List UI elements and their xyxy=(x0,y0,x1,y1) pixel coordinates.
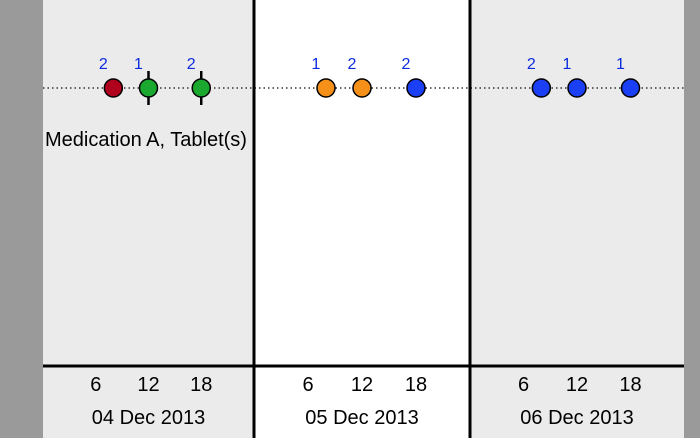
dose-point[interactable] xyxy=(191,78,211,98)
dose-point[interactable] xyxy=(620,78,641,98)
medication-label: Medication A, Tablet(s) xyxy=(45,129,247,151)
day-background xyxy=(43,0,254,438)
dose-point[interactable] xyxy=(103,78,124,98)
dose-point[interactable] xyxy=(531,78,552,98)
dose-point[interactable] xyxy=(138,78,159,98)
hour-tick-label: 12 xyxy=(351,374,373,396)
day-label: 05 Dec 2013 xyxy=(305,407,418,429)
hour-tick-label: 18 xyxy=(405,374,427,396)
day-background xyxy=(254,0,470,438)
dose-amount-label: 1 xyxy=(616,56,625,73)
hour-tick-label: 18 xyxy=(190,374,212,396)
day-label: 06 Dec 2013 xyxy=(520,407,633,429)
hour-tick-label: 18 xyxy=(619,374,641,396)
hour-tick-label: 12 xyxy=(566,374,588,396)
dose-markers xyxy=(103,71,641,105)
hour-tick-label: 6 xyxy=(518,374,529,396)
dose-amount-label: 2 xyxy=(187,56,196,73)
dose-point[interactable] xyxy=(567,78,587,98)
dose-amount-label: 2 xyxy=(348,56,357,73)
dose-amount-label: 2 xyxy=(99,56,108,73)
dose-point[interactable] xyxy=(352,78,372,98)
day-background xyxy=(470,0,684,438)
dose-amount-label: 2 xyxy=(402,56,411,73)
dose-amount-label: 1 xyxy=(312,56,321,73)
day-label: 04 Dec 2013 xyxy=(92,407,205,429)
dose-amount-label: 1 xyxy=(563,56,572,73)
dose-labels: 2 1 2 1 2 2 2 1 1 xyxy=(99,56,625,73)
dose-point[interactable] xyxy=(406,78,426,98)
hour-tick-label: 6 xyxy=(302,374,313,396)
hour-tick-label: 12 xyxy=(137,374,159,396)
dose-amount-label: 2 xyxy=(527,56,536,73)
dose-amount-label: 1 xyxy=(134,56,143,73)
dose-point[interactable] xyxy=(316,78,336,98)
hour-tick-label: 6 xyxy=(90,374,101,396)
